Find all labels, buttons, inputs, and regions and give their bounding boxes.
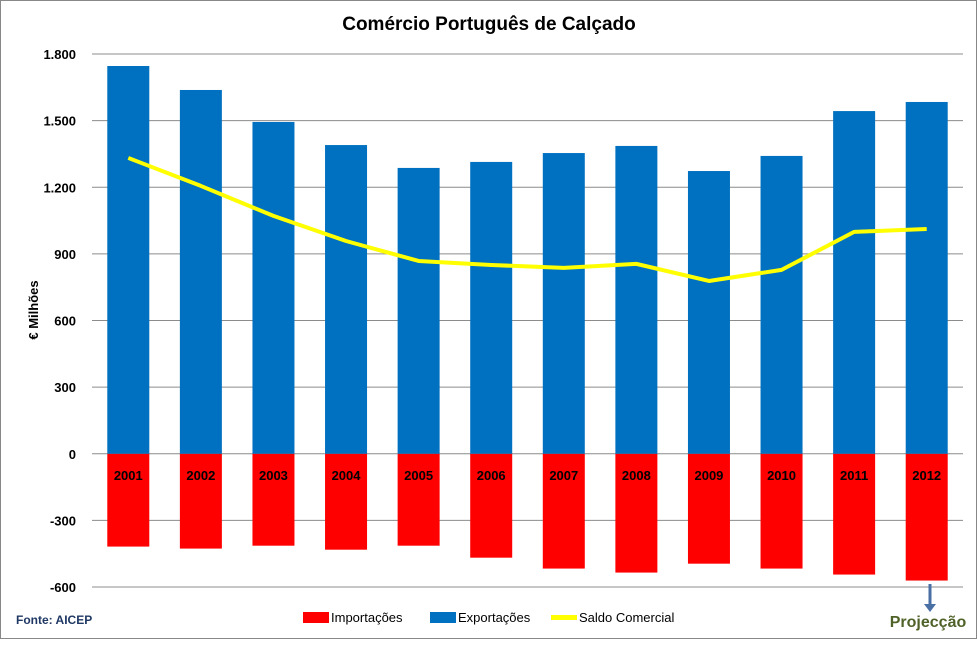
bar-importacoes	[107, 453, 150, 547]
bar-exportacoes	[542, 153, 585, 454]
bar-exportacoes	[833, 111, 876, 454]
y-axis-label: € Milhões	[26, 280, 41, 339]
legend-swatch-importacoes	[303, 612, 329, 623]
source-note: Fonte: AICEP	[16, 613, 92, 627]
bar-importacoes	[760, 453, 803, 569]
bar-exportacoes	[252, 121, 295, 454]
y-tick-label: 0	[69, 447, 76, 462]
y-tick-label: 600	[54, 314, 76, 329]
projection-arrow-icon	[924, 604, 936, 612]
bar-exportacoes	[397, 167, 440, 454]
legend-label-exportacoes: Exportações	[458, 610, 531, 625]
x-tick-label: 2010	[767, 468, 796, 483]
bar-importacoes	[905, 453, 948, 581]
bar-importacoes	[397, 453, 440, 546]
bar-importacoes	[833, 453, 876, 575]
bar-exportacoes	[179, 89, 222, 454]
legend-label-saldo: Saldo Comercial	[579, 610, 674, 625]
y-tick-label: 1.200	[43, 180, 76, 195]
y-tick-label: 1.800	[43, 47, 76, 62]
x-tick-label: 2009	[694, 468, 723, 483]
bar-exportacoes	[107, 65, 150, 454]
x-tick-label: 2012	[912, 468, 941, 483]
y-tick-label: 300	[54, 380, 76, 395]
bar-importacoes	[179, 453, 222, 549]
x-tick-label: 2003	[259, 468, 288, 483]
bar-exportacoes	[615, 145, 658, 454]
bar-exportacoes	[760, 155, 803, 454]
projection-annotation: Projecção	[890, 614, 967, 631]
bar-importacoes	[615, 453, 658, 573]
x-tick-label: 2008	[622, 468, 651, 483]
bar-importacoes	[252, 453, 295, 546]
x-tick-label: 2006	[477, 468, 506, 483]
x-tick-label: 2011	[840, 468, 868, 483]
bar-exportacoes	[905, 101, 948, 454]
y-tick-label: 1.500	[43, 114, 76, 129]
legend: Importações Exportações Saldo Comercial	[303, 610, 674, 625]
x-tick-label: 2001	[114, 468, 143, 483]
legend-swatch-exportacoes	[430, 612, 456, 623]
chart-title: Comércio Português de Calçado	[342, 14, 636, 35]
bar-exportacoes	[325, 145, 368, 454]
line-saldo-comercial	[127, 156, 927, 283]
bar-exportacoes	[687, 171, 730, 454]
x-tick-label: 2007	[549, 468, 578, 483]
legend-swatch-saldo	[551, 615, 577, 620]
y-tick-label: -600	[50, 580, 76, 595]
y-tick-label: -300	[50, 513, 76, 528]
legend-label-importacoes: Importações	[331, 610, 403, 625]
x-tick-label: 2004	[332, 468, 362, 483]
bar-exportacoes	[470, 161, 513, 454]
y-tick-label: 900	[54, 247, 76, 262]
x-tick-label: 2002	[186, 468, 215, 483]
bar-importacoes	[542, 453, 585, 569]
bar-importacoes	[470, 453, 513, 558]
x-tick-label: 2005	[404, 468, 433, 483]
bar-importacoes	[325, 453, 368, 550]
bar-importacoes	[687, 453, 730, 564]
